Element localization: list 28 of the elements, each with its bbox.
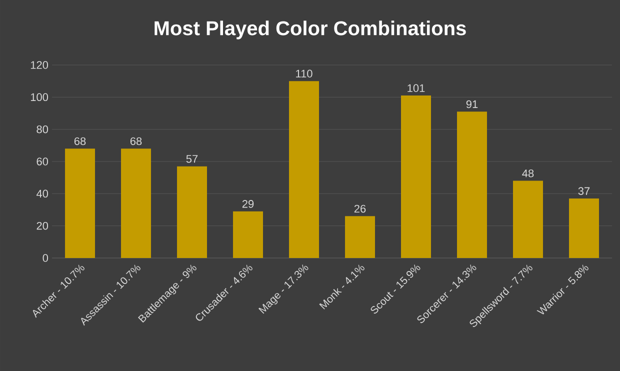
chart-title: Most Played Color Combinations — [154, 20, 466, 40]
data-label: 91 — [466, 100, 478, 108]
bar — [401, 96, 432, 258]
y-tick-label: 0 — [42, 254, 48, 262]
bar — [569, 198, 599, 258]
data-label: 57 — [186, 155, 198, 163]
bar — [513, 180, 543, 258]
data-label: 37 — [578, 187, 590, 195]
y-tick-label: 20 — [36, 222, 48, 230]
bar — [457, 112, 487, 258]
bar — [289, 81, 320, 258]
y-tick-label: 60 — [36, 158, 48, 166]
data-label: 110 — [296, 70, 312, 78]
y-tick-label: 120 — [30, 61, 48, 69]
bar — [65, 148, 96, 258]
bar — [345, 216, 375, 258]
data-label: 101 — [408, 84, 425, 92]
bar — [233, 211, 264, 258]
y-tick-label: 40 — [36, 190, 48, 198]
data-label: 48 — [522, 169, 534, 178]
y-tick-label: 80 — [36, 125, 48, 134]
bar — [177, 166, 208, 258]
y-tick-label: 100 — [30, 93, 48, 102]
data-label: 26 — [354, 204, 366, 213]
data-label: 68 — [74, 137, 86, 146]
data-label: 29 — [242, 200, 254, 208]
data-label: 68 — [130, 137, 142, 146]
bar — [121, 148, 152, 258]
